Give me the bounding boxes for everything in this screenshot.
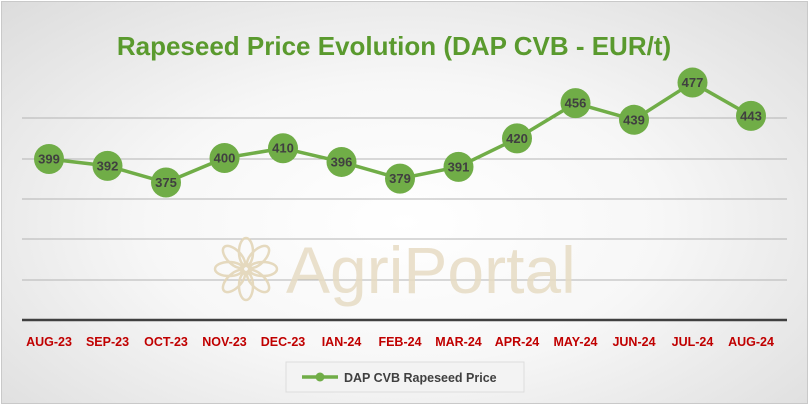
data-point-mar-24 [443, 151, 474, 182]
agriportal-watermark: AgriPortal [213, 233, 576, 307]
watermark-text: AgriPortal [286, 233, 576, 307]
data-point-apr-24 [502, 123, 532, 154]
data-point-nov-23 [209, 143, 240, 174]
data-label-aug-24: 443 [740, 108, 762, 123]
x-tick-oct-23: OCT-23 [144, 335, 188, 349]
data-point-aug-24 [736, 100, 766, 131]
data-label-sep-23: 392 [97, 158, 119, 173]
legend-series-name: DAP CVB Rapeseed Price [344, 371, 497, 385]
data-point-jun-24 [619, 104, 649, 135]
chart-title: Rapeseed Price Evolution (DAP CVB - EUR/… [117, 31, 671, 61]
data-label-ian-24: 396 [331, 154, 353, 169]
data-point-dec-23 [268, 133, 298, 164]
data-point-aug-23 [34, 144, 64, 174]
x-tick-mar-24: MAR-24 [435, 335, 482, 349]
x-tick-labels: AUG-23 SEP-23 OCT-23 NOV-23 DEC-23 IAN-24 FEB-… [26, 335, 774, 349]
x-tick-may-24: MAY-24 [553, 335, 597, 349]
x-tick-feb-24: FEB-24 [378, 335, 421, 349]
data-label-oct-23: 375 [155, 175, 177, 190]
gridlines [22, 117, 787, 281]
legend-point-marker [315, 372, 325, 382]
data-label-aug-23: 399 [38, 152, 60, 167]
data-point-may-24 [560, 88, 591, 119]
x-tick-nov-23: NOV-23 [202, 335, 247, 349]
legend: DAP CVB Rapeseed Price [285, 361, 525, 393]
x-tick-aug-24: AUG-24 [728, 335, 774, 349]
data-label-may-24: 456 [565, 96, 587, 111]
x-tick-jun-24: JUN-24 [612, 335, 655, 349]
series-layer: 399 392 375 400 410 396 379 391 420 456 439 477 443 [34, 67, 766, 198]
data-point-sep-23 [92, 150, 123, 181]
data-label-mar-24: 391 [448, 159, 470, 174]
data-label-nov-23: 400 [214, 151, 236, 166]
x-tick-dec-23: DEC-23 [261, 335, 306, 349]
data-point-oct-23 [151, 167, 181, 198]
data-label-jul-24: 477 [682, 75, 704, 90]
x-tick-ian-24: IAN-24 [322, 335, 362, 349]
x-tick-aug-23: AUG-23 [26, 335, 72, 349]
x-tick-jul-24: JUL-24 [672, 335, 714, 349]
agriportal-logo-icon [213, 236, 279, 302]
data-point-ian-24 [326, 146, 357, 177]
data-label-dec-23: 410 [272, 141, 294, 156]
data-label-apr-24: 420 [506, 131, 528, 146]
data-point-feb-24 [385, 163, 415, 194]
x-tick-apr-24: APR-24 [495, 335, 540, 349]
data-label-feb-24: 379 [389, 171, 411, 186]
legend-box [285, 361, 525, 393]
x-tick-sep-23: SEP-23 [86, 335, 129, 349]
data-label-jun-24: 439 [623, 112, 645, 127]
data-point-jul-24 [677, 67, 708, 98]
